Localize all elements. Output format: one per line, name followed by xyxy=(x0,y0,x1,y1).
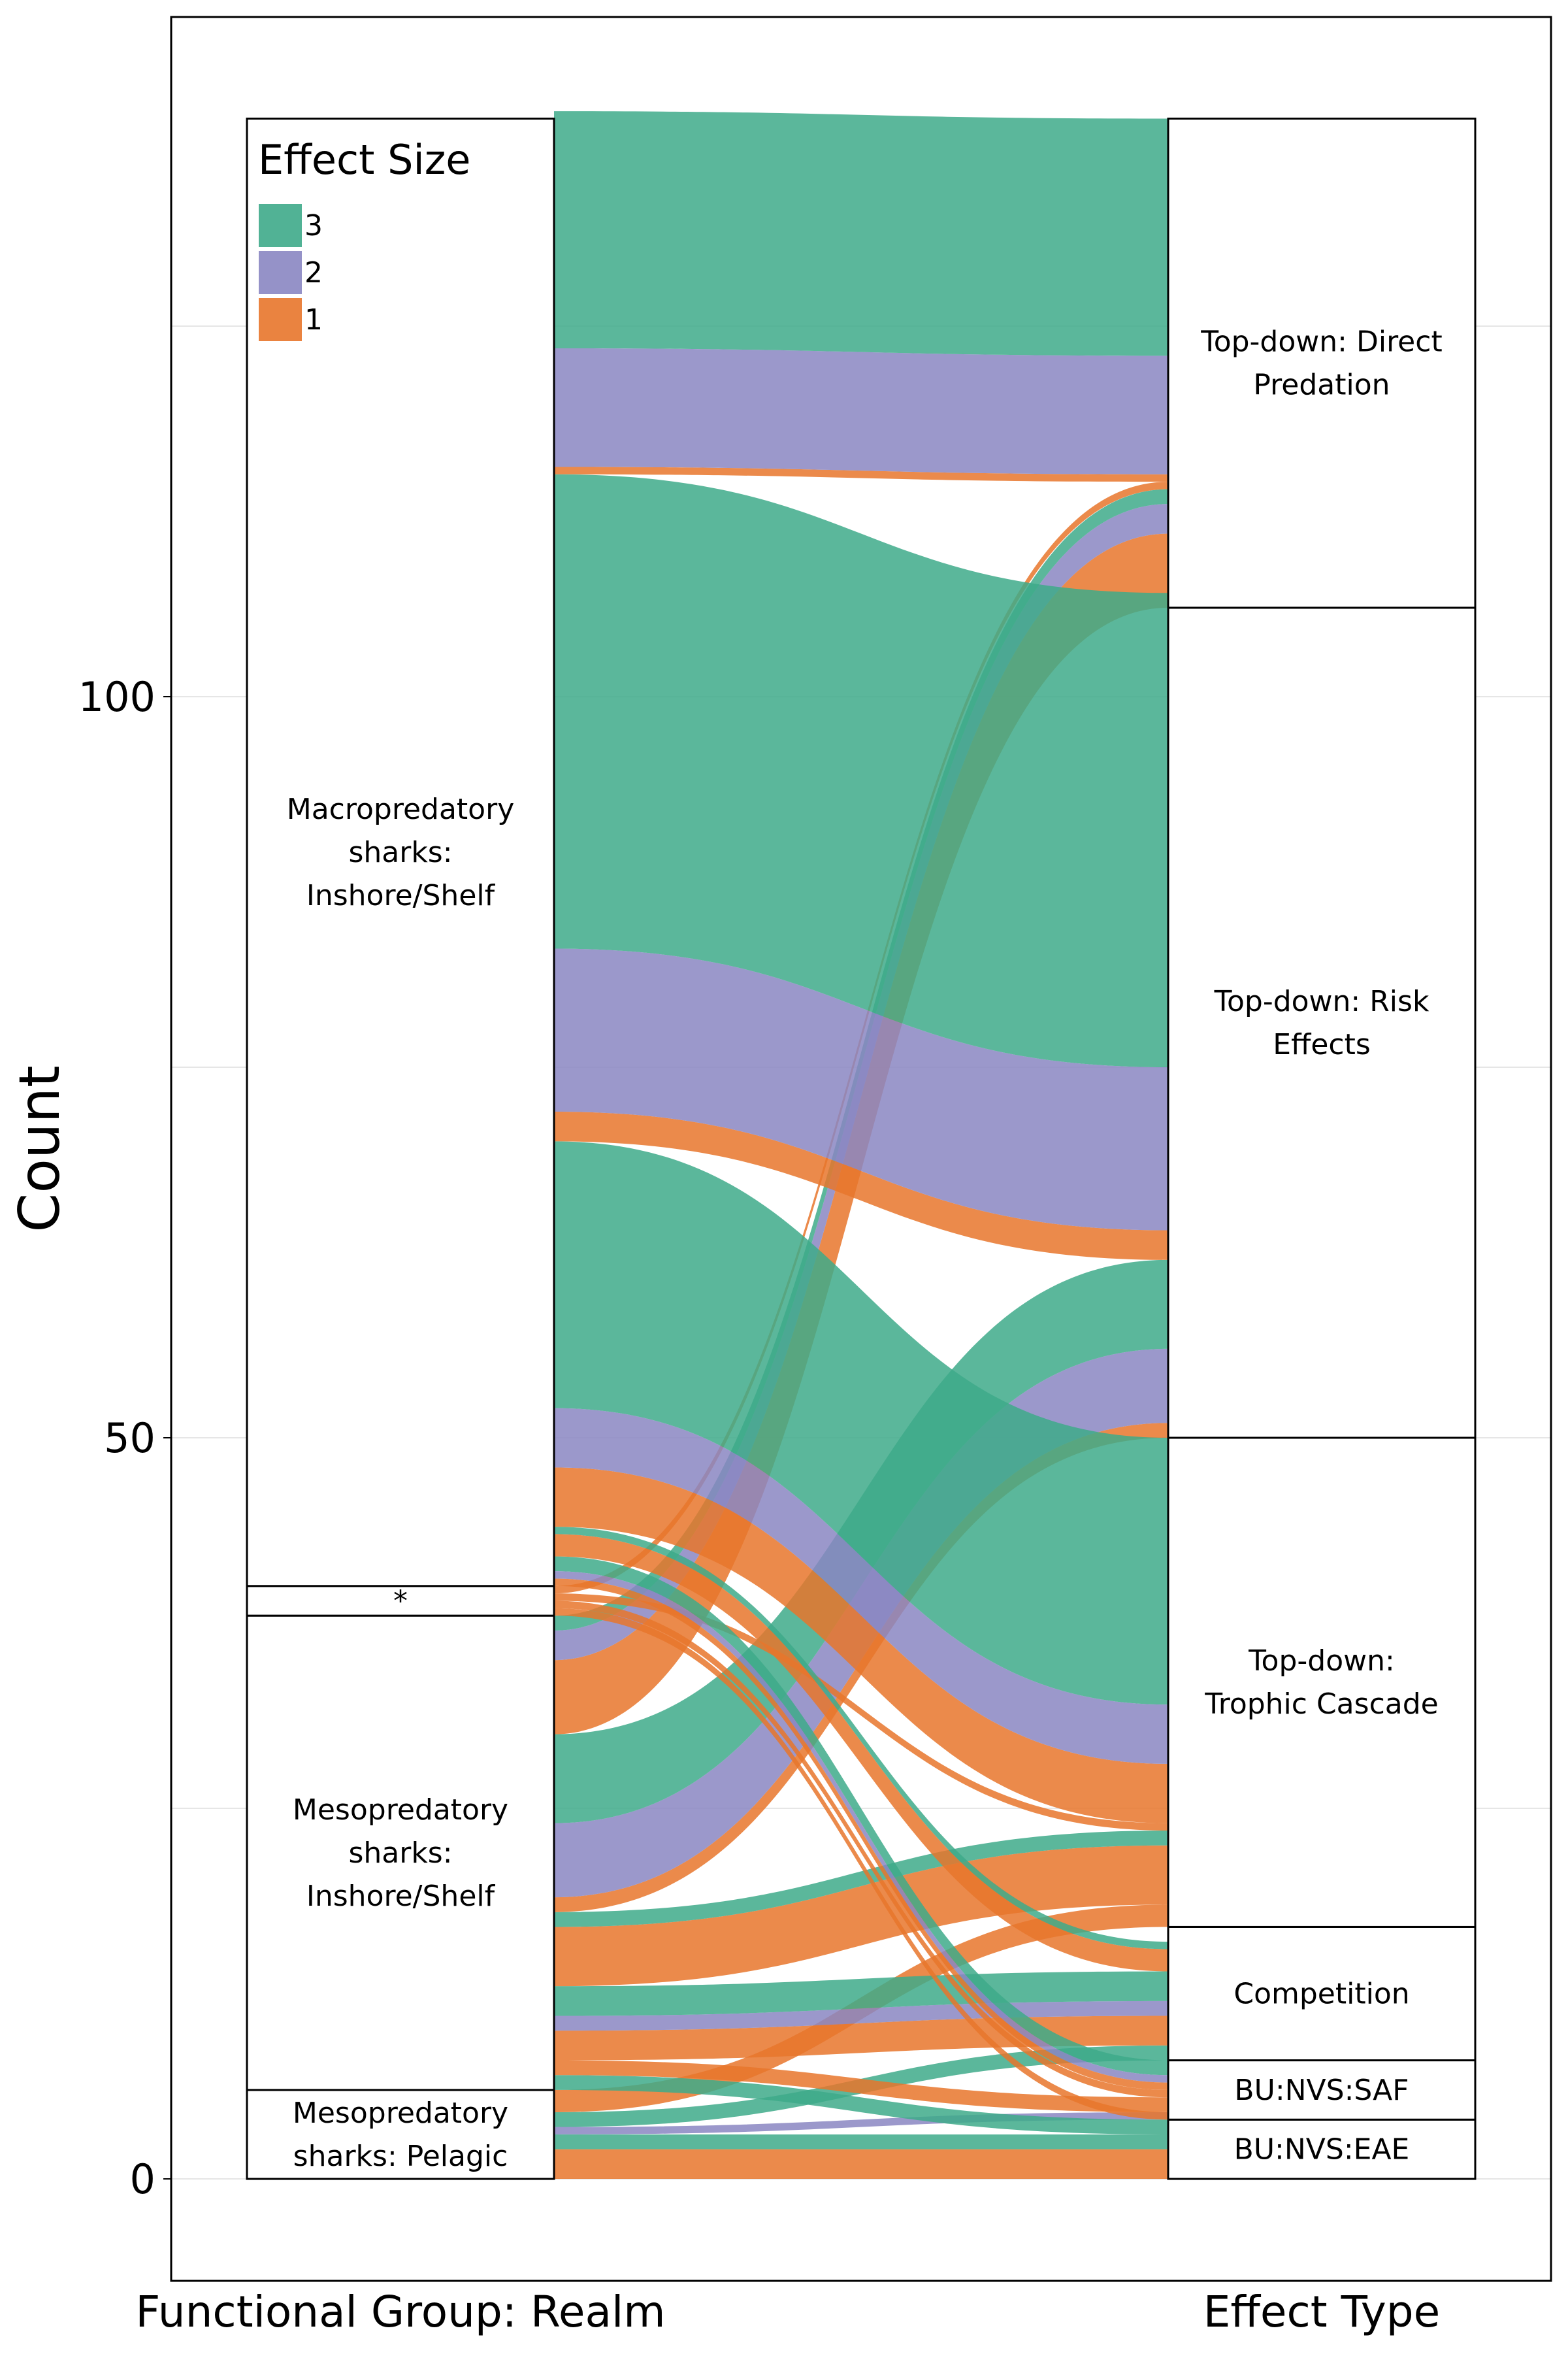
right-stratum-label: Top-down: Direct xyxy=(1200,325,1442,359)
flow-band xyxy=(554,1831,1168,1927)
flow-band xyxy=(554,111,1168,356)
left-stratum-box xyxy=(246,117,555,1587)
legend-label: 2 xyxy=(304,256,323,290)
right-stratum-label: BU:NVS:SAF xyxy=(1234,2074,1409,2107)
flow-band xyxy=(554,1408,1168,1764)
flow-band xyxy=(554,1845,1168,1987)
left-stratum-label: * xyxy=(393,1584,408,1618)
axes: 0 50 100 Count Functional Group: Realm Effect… xyxy=(7,673,1440,2337)
left-stratum-label: Mesopredatory xyxy=(293,1793,508,1827)
legend-label: 1 xyxy=(304,303,323,337)
legend: Effect Size 3 2 1 xyxy=(258,136,470,341)
y-tick-label: 0 xyxy=(130,2155,155,2203)
flow-band xyxy=(554,1971,1168,2016)
right-stratum-label: Competition xyxy=(1233,1978,1409,2011)
left-stratum-label: sharks: Pelagic xyxy=(293,2140,508,2173)
flow-band xyxy=(554,1578,1168,2090)
flow-band xyxy=(554,474,1168,1067)
right-stratum-box xyxy=(1167,2118,1477,2180)
flow-band xyxy=(554,348,1168,474)
right-stratum-label: Predation xyxy=(1253,369,1390,402)
left-stratum-label: Inshore/Shelf xyxy=(306,1880,496,1913)
left-stratum-box xyxy=(246,1585,555,1617)
right-stratum-label: Trophic Cascade xyxy=(1204,1687,1438,1721)
left-stratum-label: Macropredatory xyxy=(287,793,514,826)
right-stratum-box xyxy=(1167,1436,1477,1928)
flows xyxy=(554,111,1168,2179)
y-axis-label: Count xyxy=(7,1065,73,1232)
legend-title: Effect Size xyxy=(258,136,470,184)
flow-band xyxy=(554,1467,1168,1823)
legend-swatch xyxy=(259,204,302,247)
left-stratum-label: sharks: xyxy=(348,1836,452,1870)
flow-band xyxy=(554,2149,1168,2179)
y-tick-label: 100 xyxy=(78,673,155,721)
flow-band xyxy=(554,1534,1168,1972)
right-stratum-box xyxy=(1167,2059,1477,2121)
flow-band xyxy=(554,1601,1168,2098)
left-stratum-label: Mesopredatory xyxy=(293,2097,508,2130)
right-stratum-box xyxy=(1167,1925,1477,2062)
flow-band xyxy=(554,2075,1168,2134)
right-stratum-label: Top-down: xyxy=(1248,1644,1395,1678)
right-stratum-label: BU:NVS:EAE xyxy=(1234,2133,1410,2166)
strata: Mesopredatory sharks: Pelagic Mesopredator… xyxy=(246,117,1477,2180)
flow-band xyxy=(554,467,1168,482)
legend-swatch xyxy=(259,298,302,341)
flow-band xyxy=(554,1593,1168,1831)
plot-panel-border xyxy=(170,16,1552,2282)
left-stratum-label: sharks: xyxy=(348,836,452,869)
left-stratum-label: Inshore/Shelf xyxy=(306,879,496,912)
flow-band xyxy=(554,1112,1168,1260)
x-axis-label-right: Effect Type xyxy=(1203,2287,1441,2337)
right-stratum-box xyxy=(1167,117,1477,609)
flow-band xyxy=(554,1608,1168,2120)
right-stratum-label: Top-down: Risk xyxy=(1214,985,1429,1018)
flow-band xyxy=(554,948,1168,1231)
x-axis-label-left: Functional Group: Realm xyxy=(135,2287,665,2337)
flow-band xyxy=(554,1571,1168,2083)
legend-swatch xyxy=(259,251,302,294)
right-stratum-box xyxy=(1167,606,1477,1439)
legend-label: 3 xyxy=(304,209,323,242)
flow-band xyxy=(554,1141,1168,1705)
right-stratum-label: Effects xyxy=(1273,1028,1371,1061)
flow-band xyxy=(554,1556,1168,2076)
flow-band xyxy=(554,2134,1168,2149)
flow-band xyxy=(554,1527,1168,1950)
y-tick-label: 50 xyxy=(104,1414,155,1462)
flow-band xyxy=(554,2060,1168,2112)
left-stratum-box xyxy=(246,1614,555,2091)
